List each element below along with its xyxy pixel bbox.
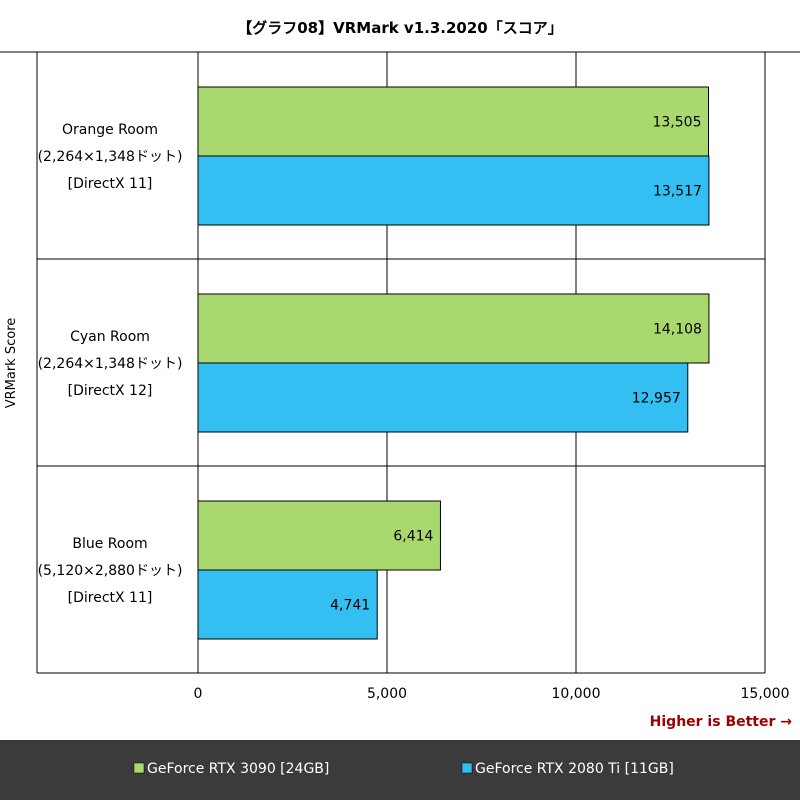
legend-label-1: GeForce RTX 2080 Ti [11GB] [475, 761, 674, 777]
legend-background [0, 740, 800, 800]
category-label-0-line-0: Orange Room [62, 122, 158, 138]
category-label-2-line-2: [DirectX 11] [68, 590, 153, 606]
category-label-2-line-0: Blue Room [72, 536, 147, 552]
plot-area: 13,505 13,517 Orange Room (2,264×1,348ドット) [… [36, 52, 790, 702]
bar-s0-c1 [197, 293, 710, 364]
bar-s0-c0 [197, 86, 709, 157]
bar-value-label-s1-c2: 4,741 [330, 598, 370, 614]
x-tick-label-0: 0 [194, 686, 203, 702]
bar-s1-c2 [197, 569, 378, 640]
y-axis-label: VRMark Score [4, 318, 19, 409]
x-tick-label-2: 10,000 [552, 686, 601, 702]
bar-value-label-s1-c0: 13,517 [653, 184, 702, 200]
higher-is-better-note: Higher is Better → [650, 714, 793, 730]
category-label-1-line-2: [DirectX 12] [68, 383, 153, 399]
chart-title: 【グラフ08】VRMark v1.3.2020「スコア」 [237, 19, 562, 37]
legend-swatch-0 [133, 762, 145, 774]
category-label-1-line-0: Cyan Room [70, 329, 150, 345]
bar-s1-c1 [197, 362, 689, 433]
bar-s1-c0 [197, 155, 710, 226]
x-tick-label-1: 5,000 [367, 686, 407, 702]
category-label-1-line-1: (2,264×1,348ドット) [38, 356, 183, 372]
legend-swatch-1 [461, 762, 473, 774]
bar-value-label-s0-c1: 14,108 [653, 322, 702, 338]
category-label-0-line-2: [DirectX 11] [68, 176, 153, 192]
bar-value-label-s0-c2: 6,414 [393, 529, 433, 545]
legend-label-0: GeForce RTX 3090 [24GB] [147, 761, 329, 777]
bar-value-label-s1-c1: 12,957 [632, 391, 681, 407]
bar-s0-c2 [197, 500, 441, 571]
bar-value-label-s0-c0: 13,505 [652, 115, 701, 131]
x-tick-label-3: 15,000 [741, 686, 790, 702]
legend: GeForce RTX 3090 [24GB] GeForce RTX 2080 … [133, 761, 674, 777]
category-label-0-line-1: (2,264×1,348ドット) [38, 149, 183, 165]
category-label-2-line-1: (5,120×2,880ドット) [38, 563, 183, 579]
